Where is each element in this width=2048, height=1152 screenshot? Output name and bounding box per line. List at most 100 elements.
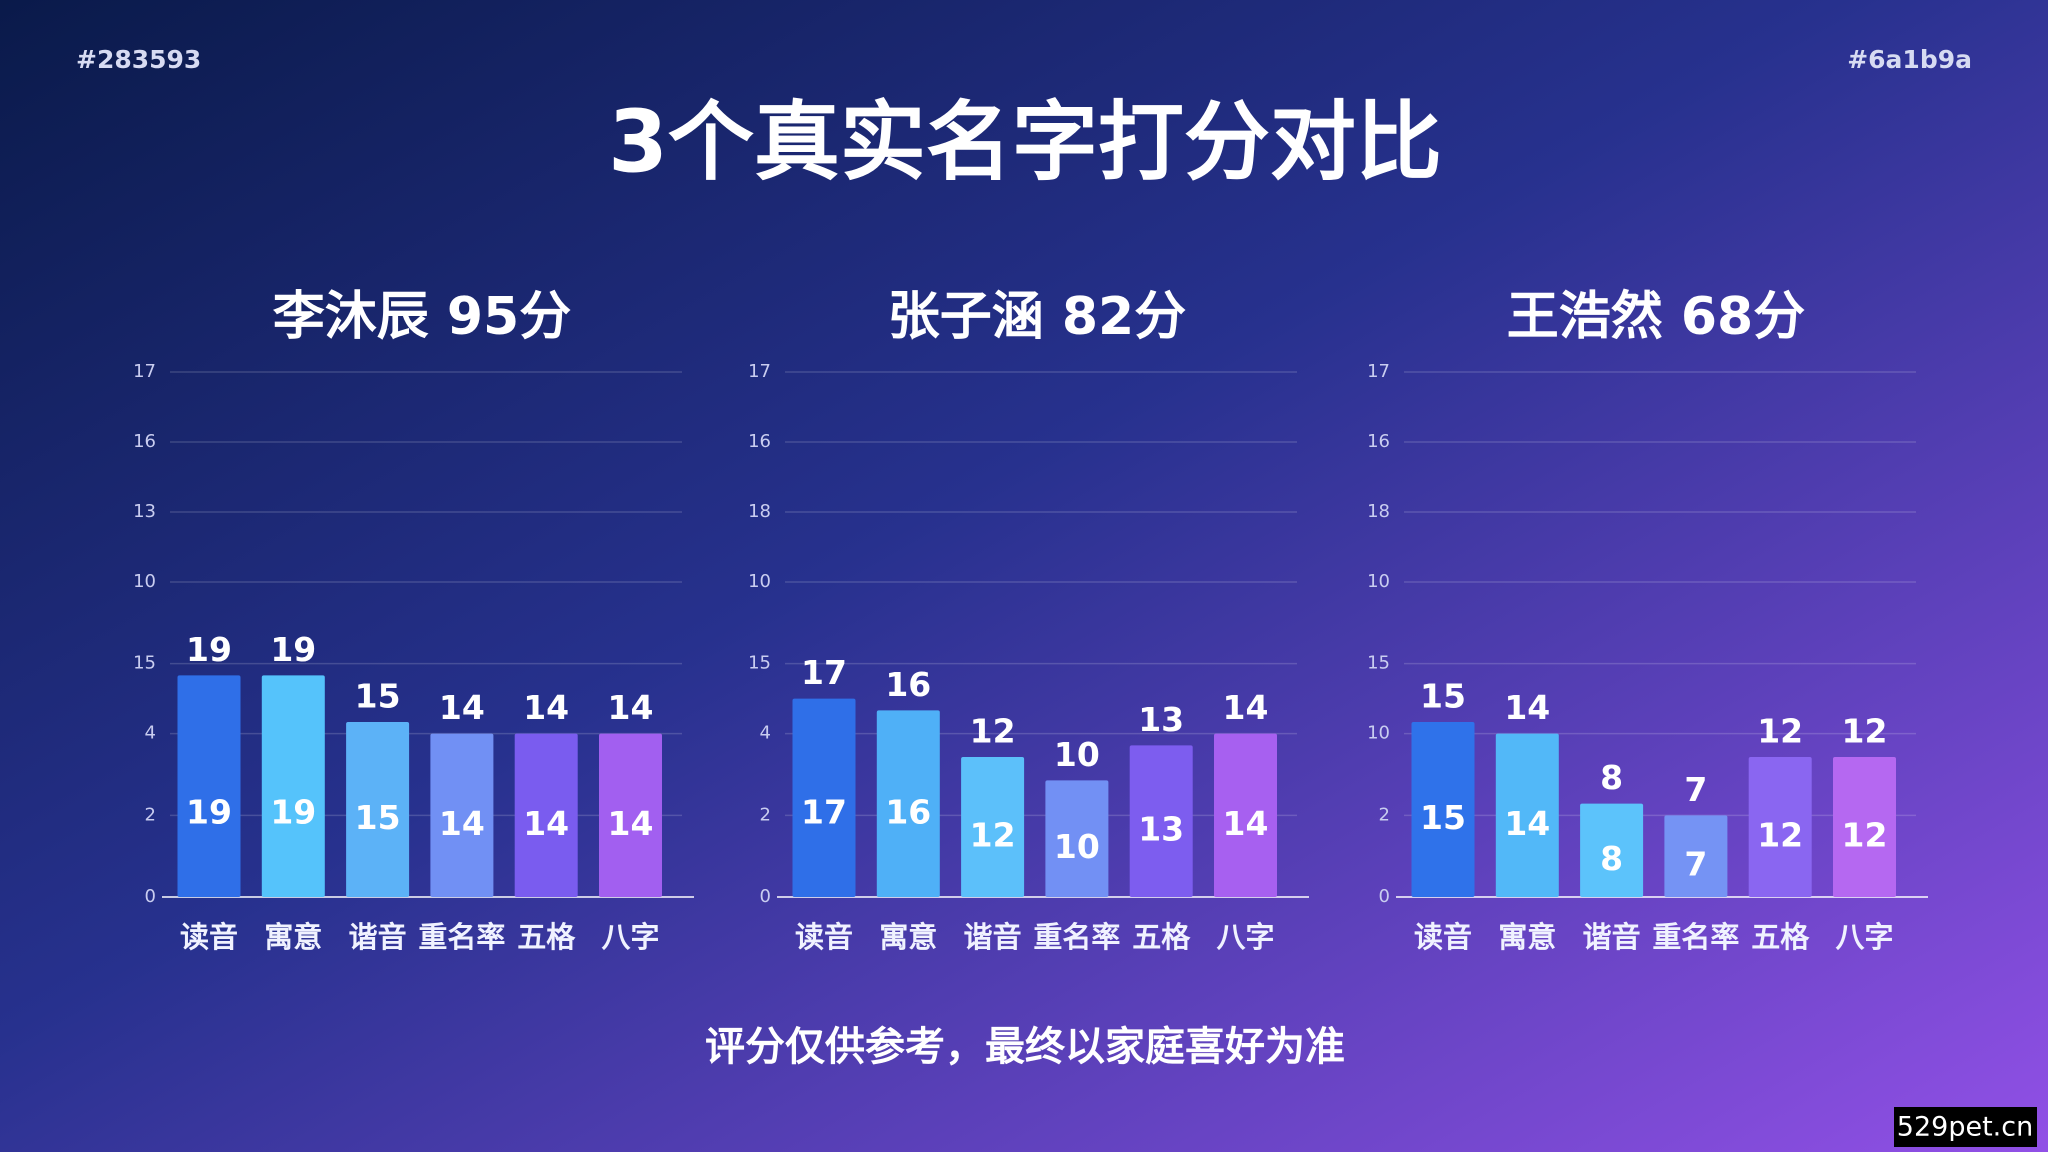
bar xyxy=(1664,815,1728,897)
y-tick-label: 17 xyxy=(748,361,771,382)
bar-inner-label: 12 xyxy=(1757,816,1803,855)
x-tick-label: 八字 xyxy=(1835,920,1893,954)
y-tick-label: 2 xyxy=(1379,804,1390,825)
bar-inner-label: 19 xyxy=(270,793,316,832)
y-tick-label: 15 xyxy=(1367,653,1390,674)
bar-top-label: 15 xyxy=(1420,677,1466,716)
bar-top-label: 19 xyxy=(186,630,232,669)
bar-top-label: 14 xyxy=(523,688,569,727)
x-tick-label: 五格 xyxy=(1751,920,1810,954)
y-tick-label: 10 xyxy=(748,571,771,592)
x-tick-label: 谐音 xyxy=(349,920,407,954)
bar-top-label: 12 xyxy=(1842,712,1888,751)
bar-inner-label: 7 xyxy=(1684,845,1707,884)
chart-title: 张子涵 82分 xyxy=(888,287,1186,347)
x-tick-label: 寓意 xyxy=(1498,920,1556,954)
x-tick-label: 八字 xyxy=(1216,920,1274,954)
bar-top-label: 14 xyxy=(439,688,485,727)
bar xyxy=(430,733,494,897)
bar-inner-label: 16 xyxy=(885,793,931,832)
x-tick-label: 八字 xyxy=(601,920,659,954)
x-tick-label: 重名率 xyxy=(1033,920,1120,954)
bar-inner-label: 15 xyxy=(1420,798,1466,837)
bar-inner-label: 8 xyxy=(1600,839,1623,878)
bar xyxy=(1833,757,1896,897)
bar-top-label: 17 xyxy=(801,653,847,692)
bar-top-label: 12 xyxy=(970,712,1016,751)
bar xyxy=(1214,733,1277,897)
bar-inner-label: 14 xyxy=(1223,804,1269,843)
bar-top-label: 15 xyxy=(355,677,401,716)
y-tick-label: 18 xyxy=(748,501,771,522)
bar xyxy=(177,675,241,897)
bar-inner-label: 14 xyxy=(523,804,569,843)
y-tick-label: 0 xyxy=(145,886,156,907)
y-tick-label: 10 xyxy=(133,571,156,592)
bar xyxy=(1580,803,1644,897)
watermark-box xyxy=(1894,1107,2037,1147)
x-tick-label: 寓意 xyxy=(264,920,322,954)
bar-inner-label: 12 xyxy=(970,816,1016,855)
bar-inner-label: 12 xyxy=(1842,816,1888,855)
bar-top-label: 13 xyxy=(1138,700,1184,739)
x-tick-label: 读音 xyxy=(1414,920,1472,954)
bar-inner-label: 14 xyxy=(439,804,485,843)
footnote: 评分仅供参考，最终以家庭喜好为准 xyxy=(705,1024,1345,1070)
bar-top-label: 10 xyxy=(1054,735,1100,774)
bar xyxy=(1495,733,1559,897)
y-tick-label: 16 xyxy=(748,431,771,452)
y-tick-label: 16 xyxy=(1367,431,1390,452)
x-tick-label: 重名率 xyxy=(418,920,505,954)
bar xyxy=(346,722,410,897)
bar xyxy=(514,733,578,897)
bar-top-label: 8 xyxy=(1600,758,1623,797)
y-tick-label: 4 xyxy=(760,723,771,744)
bar xyxy=(1129,745,1193,897)
bar-top-label: 7 xyxy=(1684,770,1707,809)
y-tick-label: 10 xyxy=(1367,571,1390,592)
y-tick-label: 4 xyxy=(145,723,156,744)
watermark: 529pet.cn xyxy=(1897,1112,2033,1143)
y-tick-label: 2 xyxy=(145,804,156,825)
bar-inner-label: 14 xyxy=(608,804,654,843)
x-tick-label: 谐音 xyxy=(1583,920,1641,954)
bar-top-label: 14 xyxy=(1504,688,1550,727)
y-tick-label: 13 xyxy=(133,501,156,522)
x-tick-label: 读音 xyxy=(795,920,853,954)
bar xyxy=(261,675,325,897)
bar-inner-label: 13 xyxy=(1138,810,1184,849)
y-tick-label: 15 xyxy=(133,653,156,674)
bar xyxy=(1045,780,1109,897)
y-tick-label: 2 xyxy=(760,804,771,825)
chart-title: 李沐辰 95分 xyxy=(273,287,571,347)
color-code-right: #6a1b9a xyxy=(1847,45,1972,74)
bar-top-label: 19 xyxy=(270,630,316,669)
bar xyxy=(792,698,856,897)
bar xyxy=(961,757,1025,897)
y-tick-label: 17 xyxy=(133,361,156,382)
y-tick-label: 16 xyxy=(133,431,156,452)
x-tick-label: 五格 xyxy=(1132,920,1191,954)
x-tick-label: 谐音 xyxy=(964,920,1022,954)
bar-top-label: 14 xyxy=(1223,688,1269,727)
x-tick-label: 寓意 xyxy=(879,920,937,954)
x-tick-label: 读音 xyxy=(180,920,238,954)
bar-top-label: 14 xyxy=(608,688,654,727)
y-tick-label: 10 xyxy=(1367,723,1390,744)
y-tick-label: 0 xyxy=(1379,886,1390,907)
x-tick-label: 五格 xyxy=(517,920,576,954)
bar-inner-label: 15 xyxy=(355,798,401,837)
bar-inner-label: 19 xyxy=(186,793,232,832)
y-tick-label: 17 xyxy=(1367,361,1390,382)
bar xyxy=(1411,722,1475,897)
bar-top-label: 12 xyxy=(1757,712,1803,751)
x-tick-label: 重名率 xyxy=(1652,920,1739,954)
bar-top-label: 16 xyxy=(885,665,931,704)
bar-inner-label: 14 xyxy=(1504,804,1550,843)
bar-inner-label: 17 xyxy=(801,793,847,832)
y-tick-label: 15 xyxy=(748,653,771,674)
slide-title: 3个真实名字打分对比 xyxy=(608,92,1442,192)
y-tick-label: 0 xyxy=(760,886,771,907)
